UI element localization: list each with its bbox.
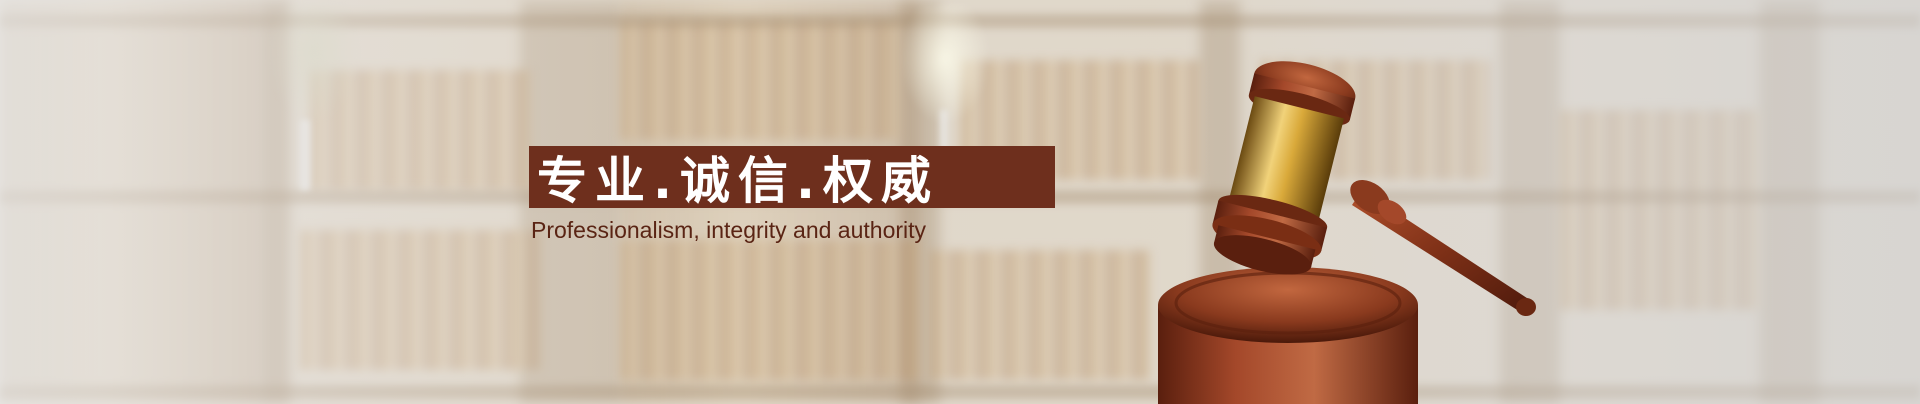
- headline-box: 专业.诚信.权威: [529, 146, 1055, 210]
- headline-text: 专业.诚信.权威: [537, 152, 939, 210]
- subline-text: Professionalism, integrity and authority: [531, 217, 927, 243]
- gavel-icon: [1158, 61, 1536, 404]
